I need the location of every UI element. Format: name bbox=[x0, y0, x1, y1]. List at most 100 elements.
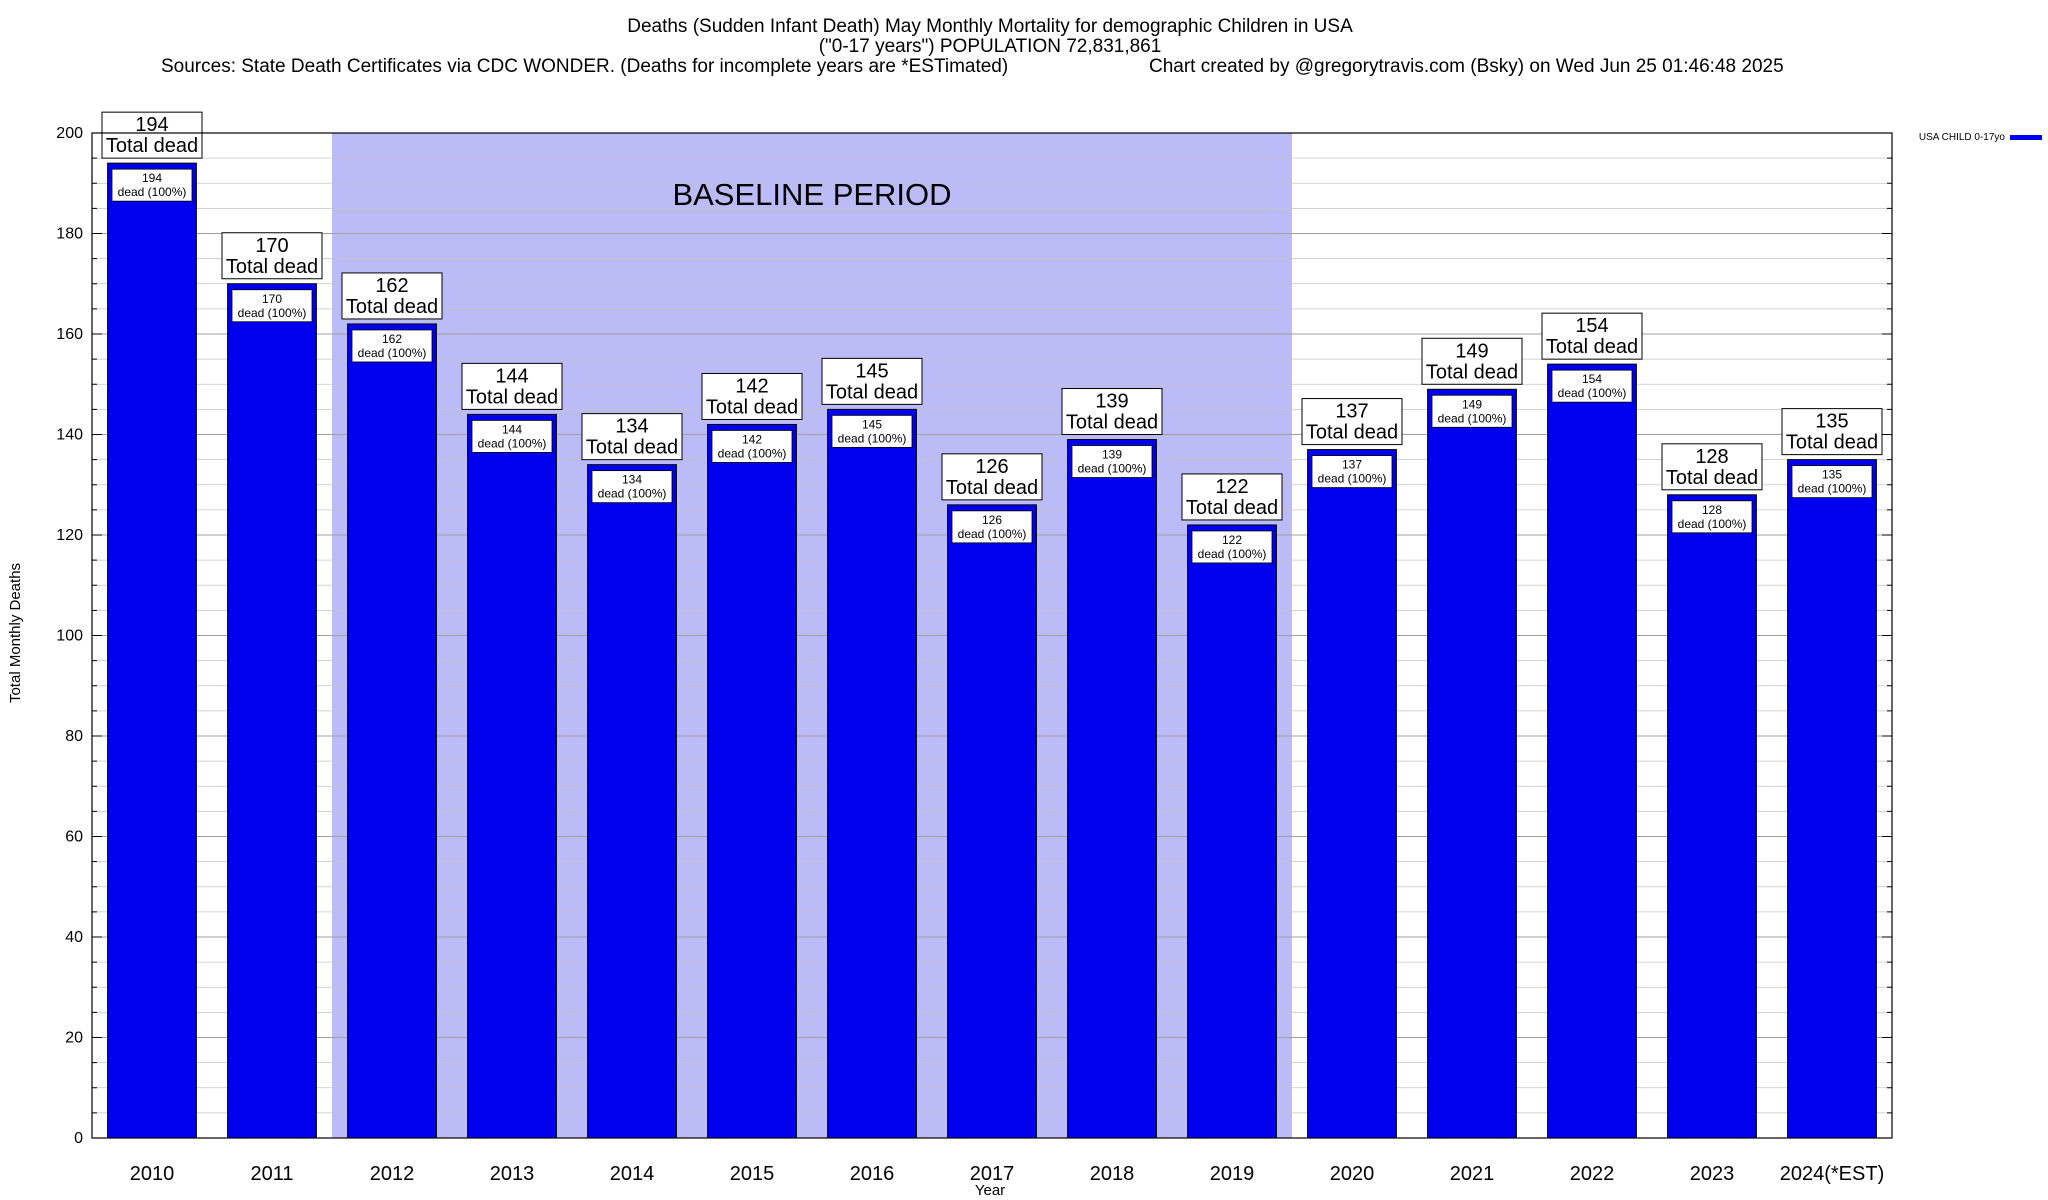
legend-entry-swatch bbox=[2010, 135, 2042, 140]
inner-label-box-2011 bbox=[231, 289, 313, 323]
inner-label-box-2016 bbox=[831, 414, 913, 448]
y-tick-label: 180 bbox=[56, 226, 83, 243]
x-tick-label-2017: 2017 bbox=[970, 1163, 1015, 1185]
x-tick-label-2018: 2018 bbox=[1090, 1163, 1135, 1185]
outer-label-box-2023 bbox=[1661, 443, 1763, 491]
inner-label-value-2022: 154 bbox=[1582, 372, 1602, 386]
x-tick-label-2013: 2013 bbox=[490, 1163, 535, 1185]
bar-2012 bbox=[347, 323, 437, 1139]
outer-label-text-2024(*EST): Total dead bbox=[1786, 432, 1878, 454]
inner-label-text-2021: dead (100%) bbox=[1438, 411, 1507, 425]
outer-label-value-2018: 139 bbox=[1095, 391, 1128, 413]
inner-label-text-2016: dead (100%) bbox=[838, 431, 907, 445]
outer-label-box-2012 bbox=[341, 272, 443, 320]
bars-layer bbox=[107, 162, 1877, 1139]
bar-2022 bbox=[1547, 363, 1637, 1139]
outer-label-value-2019: 122 bbox=[1215, 476, 1248, 498]
inner-label-text-2012: dead (100%) bbox=[358, 346, 427, 360]
outer-label-box-2022 bbox=[1541, 312, 1643, 360]
x-tick-label-2016: 2016 bbox=[850, 1163, 895, 1185]
legend: USA CHILD 0-17yo bbox=[1919, 132, 2042, 143]
bar-2018 bbox=[1067, 439, 1157, 1139]
inner-label-text-2011: dead (100%) bbox=[238, 306, 307, 320]
outer-label-text-2014: Total dead bbox=[586, 437, 678, 459]
inner-label-text-2017: dead (100%) bbox=[958, 527, 1027, 541]
inner-label-text-2018: dead (100%) bbox=[1078, 462, 1147, 476]
inner-label-text-2022: dead (100%) bbox=[1558, 386, 1627, 400]
y-tick-label: 140 bbox=[56, 427, 83, 444]
outer-label-text-2015: Total dead bbox=[706, 396, 798, 418]
inner-label-value-2017: 126 bbox=[982, 513, 1002, 527]
baseline-period-label: BASELINE PERIOD bbox=[672, 177, 951, 212]
outer-label-box-2019 bbox=[1181, 473, 1283, 521]
x-tick-label-2020: 2020 bbox=[1330, 1163, 1375, 1185]
chart-credit-subtitle: Chart created by @gregorytravis.com (Bsk… bbox=[1149, 56, 1784, 77]
x-tick-label-2024(*EST): 2024(*EST) bbox=[1780, 1163, 1885, 1185]
y-tick-label: 100 bbox=[56, 628, 83, 645]
bar-2023 bbox=[1667, 494, 1757, 1139]
inner-label-text-2014: dead (100%) bbox=[598, 487, 667, 501]
inner-label-box-2018 bbox=[1071, 445, 1153, 478]
inner-label-text-2024(*EST): dead (100%) bbox=[1798, 482, 1867, 496]
inner-label-box-2014 bbox=[591, 470, 673, 504]
y-tick-label: 120 bbox=[56, 527, 83, 544]
bar-2020 bbox=[1307, 449, 1397, 1139]
outer-label-value-2012: 162 bbox=[375, 275, 408, 297]
inner-label-value-2011: 170 bbox=[262, 292, 282, 306]
outer-label-value-2010: 194 bbox=[135, 114, 168, 136]
y-tick-label: 20 bbox=[65, 1030, 83, 1047]
outer-label-value-2011: 170 bbox=[255, 235, 288, 257]
bar-2017 bbox=[947, 504, 1037, 1139]
y-tick-label: 60 bbox=[65, 829, 83, 846]
outer-label-text-2023: Total dead bbox=[1666, 467, 1758, 489]
inner-label-value-2024(*EST): 135 bbox=[1822, 468, 1842, 482]
outer-label-value-2024(*EST): 135 bbox=[1815, 411, 1848, 433]
bar-2013 bbox=[467, 413, 557, 1139]
outer-label-text-2012: Total dead bbox=[346, 296, 438, 318]
y-axis-label: Total Monthly Deaths bbox=[7, 563, 24, 703]
inner-label-box-2012 bbox=[351, 329, 433, 363]
outer-label-box-2010 bbox=[101, 111, 203, 159]
outer-label-value-2021: 149 bbox=[1455, 340, 1488, 362]
inner-label-value-2014: 134 bbox=[622, 473, 642, 487]
inner-label-value-2018: 139 bbox=[1102, 448, 1122, 462]
bar-2015 bbox=[707, 423, 797, 1139]
x-tick-label-2021: 2021 bbox=[1450, 1163, 1495, 1185]
x-tick-label-2014: 2014 bbox=[610, 1163, 655, 1185]
outer-label-text-2013: Total dead bbox=[466, 386, 558, 408]
bar-2024(*EST) bbox=[1787, 459, 1877, 1139]
outer-label-value-2020: 137 bbox=[1335, 401, 1368, 423]
inner-label-box-2017 bbox=[951, 510, 1033, 544]
inner-label-value-2020: 137 bbox=[1342, 458, 1362, 472]
inner-label-box-2010 bbox=[111, 168, 193, 202]
inner-label-text-2023: dead (100%) bbox=[1678, 517, 1747, 531]
inner-label-value-2016: 145 bbox=[862, 417, 882, 431]
outer-label-box-2017 bbox=[941, 453, 1043, 501]
inner-label-box-2022 bbox=[1551, 369, 1633, 403]
outer-label-text-2021: Total dead bbox=[1426, 361, 1518, 383]
inner-label-text-2015: dead (100%) bbox=[718, 446, 787, 460]
outer-label-text-2018: Total dead bbox=[1066, 412, 1158, 434]
inner-label-box-2023 bbox=[1671, 500, 1753, 534]
inner-label-box-2024(*EST) bbox=[1791, 465, 1873, 499]
outer-label-box-2015 bbox=[701, 372, 803, 420]
inner-label-box-2019 bbox=[1191, 530, 1273, 564]
y-tick-label: 200 bbox=[56, 125, 83, 142]
outer-label-text-2017: Total dead bbox=[946, 477, 1038, 499]
outer-label-box-2020 bbox=[1301, 398, 1403, 446]
chart-sources-subtitle: Sources: State Death Certificates via CD… bbox=[161, 56, 1008, 77]
x-axis-label: Year bbox=[975, 1182, 1005, 1199]
bar-2019 bbox=[1187, 524, 1277, 1139]
inner-label-value-2021: 149 bbox=[1462, 397, 1482, 411]
inner-label-text-2019: dead (100%) bbox=[1198, 547, 1267, 561]
y-tick-label: 80 bbox=[65, 728, 83, 745]
y-tick-label: 40 bbox=[65, 929, 83, 946]
chart-title-group: Deaths (Sudden Infant Death) May Monthly… bbox=[161, 16, 1784, 77]
outer-label-value-2015: 142 bbox=[735, 375, 768, 397]
outer-label-value-2017: 126 bbox=[975, 456, 1008, 478]
x-tick-label-2019: 2019 bbox=[1210, 1163, 1255, 1185]
inner-label-text-2010: dead (100%) bbox=[118, 185, 187, 199]
bar-2021 bbox=[1427, 388, 1517, 1139]
